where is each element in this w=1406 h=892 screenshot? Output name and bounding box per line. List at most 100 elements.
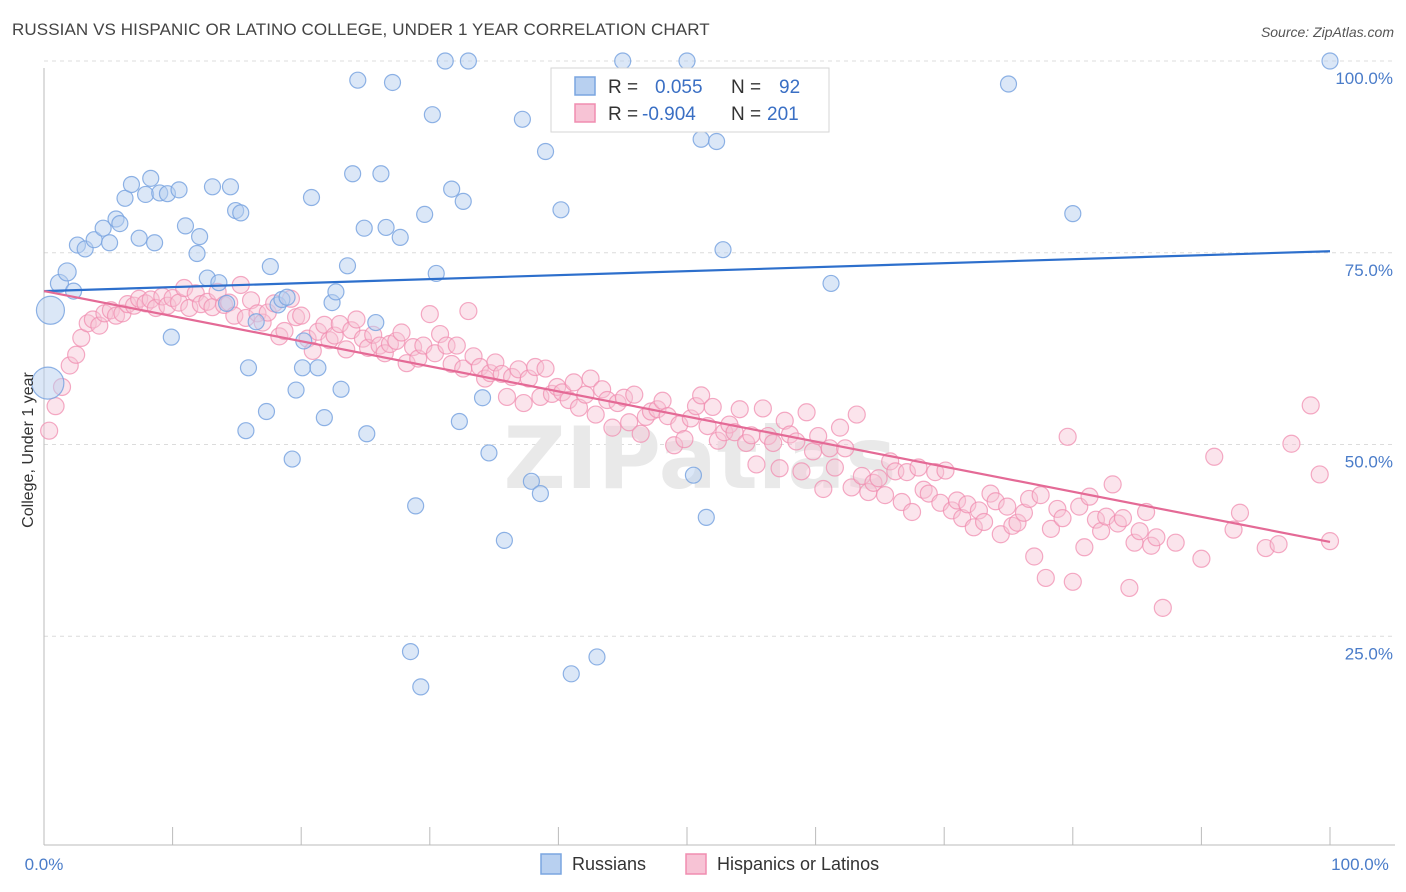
hispanic-point: [1147, 528, 1166, 547]
legend-r-label-2: R =: [608, 104, 638, 125]
y-tick-label: 50.0%: [1345, 453, 1393, 472]
hispanic-point: [353, 329, 373, 348]
russian-point: [423, 106, 441, 124]
legend-r-value-1: 0.055: [655, 77, 703, 98]
y-tick-label: 25.0%: [1345, 644, 1393, 663]
russian-point: [191, 228, 209, 246]
hispanic-point: [947, 491, 967, 510]
russian-point: [309, 359, 327, 377]
legend-r-label-1: R =: [608, 77, 638, 98]
x-tick-labels: 0.0% 100.0%: [25, 855, 1389, 874]
russian-point: [552, 201, 570, 219]
russians-trend-line: [43, 250, 1331, 293]
series-swatch-russians: [540, 853, 562, 875]
series-legend: Russians Hispanics or Latinos: [540, 853, 879, 875]
hispanic-point: [875, 486, 895, 505]
russian-point: [210, 274, 228, 292]
hispanic-point: [847, 405, 866, 424]
russian-point: [349, 71, 367, 89]
russian-point: [454, 192, 472, 210]
russian-point: [130, 229, 148, 247]
hispanic-point: [631, 424, 650, 443]
russian-point: [562, 665, 580, 683]
hispanic-point: [620, 413, 639, 432]
russian-point: [344, 165, 362, 183]
hispanic-point: [1113, 509, 1133, 528]
hispanic-point: [1282, 434, 1301, 453]
russian-point: [122, 175, 141, 194]
hispanic-point: [486, 353, 505, 372]
hispanic-point: [519, 369, 538, 388]
russian-point: [221, 178, 240, 196]
hispanic-point: [559, 390, 578, 410]
hispanic-point: [430, 324, 450, 344]
hispanic-point: [958, 495, 977, 514]
russian-point: [203, 178, 222, 196]
hispanic-point: [753, 399, 772, 418]
hispanic-point: [1120, 578, 1139, 598]
hispanic-point: [1048, 499, 1067, 519]
russian-point: [57, 262, 77, 282]
hispanic-point: [392, 323, 411, 342]
russian-point: [35, 295, 66, 325]
russian-point: [142, 169, 160, 187]
russian-point: [94, 219, 112, 237]
trend-lines: [43, 250, 1331, 543]
hispanic-point: [1075, 538, 1094, 557]
russian-point: [536, 142, 555, 161]
x-tick-label: 0.0%: [25, 855, 64, 874]
russian-point: [367, 313, 385, 332]
russian-point: [327, 283, 345, 301]
chart-title: RUSSIAN VS HISPANIC OR LATINO COLLEGE, U…: [12, 20, 710, 39]
hispanic-point: [692, 386, 711, 405]
hispanic-point: [803, 442, 823, 461]
series-label-hispanics: Hispanics or Latinos: [717, 854, 879, 874]
hispanic-point: [420, 305, 439, 324]
russian-point: [391, 228, 409, 247]
hispanic-point: [581, 369, 600, 388]
hispanic-point: [1086, 510, 1106, 529]
hispanic-point: [830, 418, 850, 437]
hispanic-point: [586, 405, 605, 424]
hispanic-point: [1036, 568, 1055, 588]
legend-box: [550, 67, 830, 133]
hispanic-point: [764, 433, 783, 453]
hispanic-point: [442, 354, 461, 374]
hispanic-point: [1205, 447, 1224, 466]
hispanic-point: [1301, 396, 1320, 415]
hispanic-point: [1153, 598, 1172, 617]
hispanic-point: [825, 458, 844, 477]
hispanic-point: [1025, 547, 1044, 566]
hispanic-point: [969, 501, 989, 520]
hispanic-point: [325, 326, 344, 345]
russian-point: [822, 274, 840, 293]
russian-point: [358, 425, 376, 443]
russian-point: [218, 294, 236, 312]
legend-swatch-russians: [574, 76, 596, 96]
hispanic-point: [797, 403, 816, 422]
hispanic-point: [814, 479, 833, 499]
legend-r-value-2: -0.904: [642, 104, 696, 125]
hispanic-point: [1014, 503, 1034, 522]
hispanic-point: [770, 459, 789, 478]
hispanic-point: [1192, 549, 1211, 568]
axes: [43, 68, 1395, 846]
hispanic-point: [653, 391, 672, 410]
hispanic-point: [536, 359, 555, 378]
russian-point: [315, 409, 333, 427]
hispanic-point: [492, 364, 511, 384]
russian-point: [372, 165, 390, 183]
russian-point: [513, 110, 531, 128]
hispanic-point: [1003, 516, 1022, 535]
russian-point: [427, 264, 445, 283]
russian-point: [684, 466, 703, 484]
hispanic-point: [964, 518, 983, 537]
russian-point: [116, 189, 134, 207]
russian-point: [697, 508, 715, 526]
hispanic-point: [60, 356, 79, 375]
hispanic-point: [1019, 489, 1039, 509]
hispanic-point: [447, 336, 466, 355]
russian-point: [283, 450, 301, 468]
hispanic-point: [1063, 572, 1082, 591]
russian-point: [412, 678, 430, 696]
